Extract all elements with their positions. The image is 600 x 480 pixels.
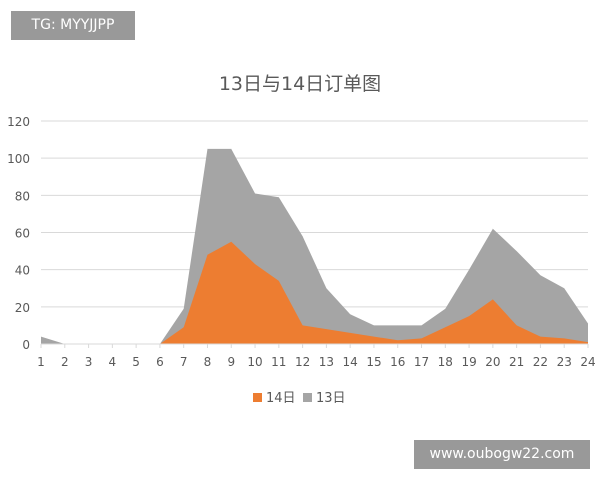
x-tick-label: 22 (533, 355, 548, 369)
x-tick-label: 11 (271, 355, 286, 369)
x-tick-label: 4 (109, 355, 117, 369)
watermark-bottom: www.oubogw22.com (414, 440, 590, 469)
x-tick-label: 12 (295, 355, 310, 369)
y-tick-label: 120 (7, 115, 30, 129)
watermark-top: TG: MYYJJPP (11, 11, 135, 40)
x-tick-label: 20 (485, 355, 500, 369)
x-tick-label: 13 (319, 355, 334, 369)
y-tick-label: 0 (22, 338, 30, 352)
x-tick-label: 7 (180, 355, 188, 369)
legend-swatch (303, 393, 312, 402)
x-tick-label: 8 (204, 355, 212, 369)
x-tick-label: 21 (509, 355, 524, 369)
x-tick-label: 23 (557, 355, 572, 369)
legend-label: 13日 (316, 391, 346, 406)
y-tick-label: 20 (15, 301, 30, 315)
y-tick-label: 60 (15, 227, 30, 241)
x-tick-label: 9 (227, 355, 235, 369)
area-series-14日 (41, 241, 588, 344)
y-tick-label: 80 (15, 189, 30, 203)
x-tick-label: 17 (414, 355, 429, 369)
x-tick-label: 15 (366, 355, 381, 369)
x-tick-label: 6 (156, 355, 164, 369)
x-tick-label: 10 (247, 355, 262, 369)
x-tick-label: 1 (37, 355, 45, 369)
x-tick-label: 2 (61, 355, 69, 369)
legend-label: 14日 (266, 391, 296, 406)
legend-swatch (253, 393, 262, 402)
x-tick-label: 3 (85, 355, 93, 369)
x-tick-label: 14 (343, 355, 358, 369)
area-series-13日 (41, 148, 588, 344)
x-tick-label: 24 (580, 355, 595, 369)
x-tick-label: 18 (438, 355, 453, 369)
x-tick-label: 5 (132, 355, 140, 369)
x-tick-label: 19 (461, 355, 476, 369)
y-tick-label: 100 (7, 152, 30, 166)
y-tick-label: 40 (15, 264, 30, 278)
chart-title: 13日与14日订单图 (219, 73, 381, 95)
x-tick-label: 16 (390, 355, 405, 369)
